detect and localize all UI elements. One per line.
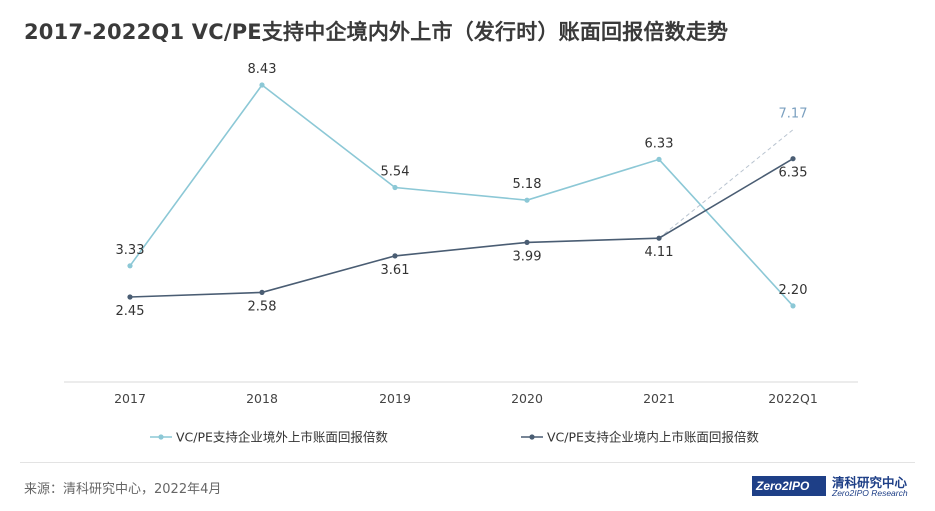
legend-label-domestic: VC/PE支持企业境内上市账面回报倍数 (547, 430, 759, 445)
legend-swatch-dot-domestic (529, 434, 535, 440)
chart-title: 2017-2022Q1 VC/PE支持中企境内外上市（发行时）账面回报倍数走势 (24, 20, 729, 44)
data-point-overseas-2018 (259, 82, 265, 88)
x-tick-2022Q1: 2022Q1 (768, 391, 818, 406)
data-label-overseas-2019: 5.54 (381, 165, 410, 180)
series-line-domestic (129, 158, 794, 298)
x-tick-labels: 2017 2018 2019 2020 2021 2022Q1 (114, 391, 818, 406)
data-label-overseas-2022Q1: 2.20 (779, 283, 808, 298)
data-label-domestic-2017: 2.45 (116, 304, 145, 319)
logo-cn-text: 清科研究中心 (832, 475, 908, 490)
logo-en-text: Zero2IPO Research (832, 488, 908, 498)
legend: VC/PE支持企业境外上市账面回报倍数 VC/PE支持企业境内上市账面回报倍数 (150, 430, 759, 445)
data-point-domestic-2020 (524, 239, 530, 245)
data-label-overseas-2017: 3.33 (116, 243, 145, 258)
data-point-overseas-2020 (524, 197, 530, 203)
data-point-domestic-2018 (259, 289, 265, 295)
series-line-overseas (129, 83, 794, 307)
x-tick-2018: 2018 (246, 391, 278, 406)
projection-group: 7.17 (658, 107, 808, 239)
data-point-overseas-2017 (127, 263, 133, 269)
footer-divider (20, 462, 915, 463)
zero2ipo-logo: Zero2IPO 清科研究中心 Zero2IPO Research (752, 470, 922, 502)
data-label-domestic-2019: 3.61 (381, 263, 410, 278)
data-point-overseas-2019 (392, 184, 398, 191)
x-tick-2019: 2019 (379, 391, 411, 406)
data-point-domestic-2019 (392, 253, 398, 259)
legend-label-overseas: VC/PE支持企业境外上市账面回报倍数 (176, 430, 388, 445)
line-chart: 7.17 3.33 8.43 5.54 5.18 6.33 2.20 2.45 2.58 3.6… (64, 62, 858, 445)
data-point-domestic-2022Q1 (790, 156, 796, 162)
data-labels: 3.33 8.43 5.54 5.18 6.33 2.20 2.45 2.58 3.61 3.99… (116, 62, 808, 319)
source-note: 来源：清科研究中心，2022年4月 (24, 482, 222, 497)
data-point-domestic-2017 (127, 294, 133, 300)
data-label-domestic-2022Q1: 6.35 (779, 166, 808, 181)
data-point-domestic-2021 (656, 235, 662, 241)
projection-label: 7.17 (779, 107, 808, 122)
data-label-domestic-2020: 3.99 (513, 249, 542, 264)
series-lines (129, 83, 794, 307)
data-point-overseas-2021 (656, 156, 662, 162)
data-label-domestic-2018: 2.58 (248, 299, 277, 314)
data-label-overseas-2018: 8.43 (248, 62, 277, 77)
data-label-overseas-2021: 6.33 (645, 136, 674, 151)
x-tick-2020: 2020 (511, 391, 543, 406)
data-label-overseas-2020: 5.18 (513, 177, 542, 192)
data-label-domestic-2021: 4.11 (645, 245, 674, 260)
data-point-overseas-2022Q1 (790, 303, 796, 309)
x-tick-2021: 2021 (643, 391, 675, 406)
legend-swatch-dot-overseas (158, 434, 164, 440)
projection-line (658, 129, 794, 239)
series-points (127, 82, 796, 309)
logo-box: Zero2IPO (752, 476, 826, 496)
x-tick-2017: 2017 (114, 391, 146, 406)
